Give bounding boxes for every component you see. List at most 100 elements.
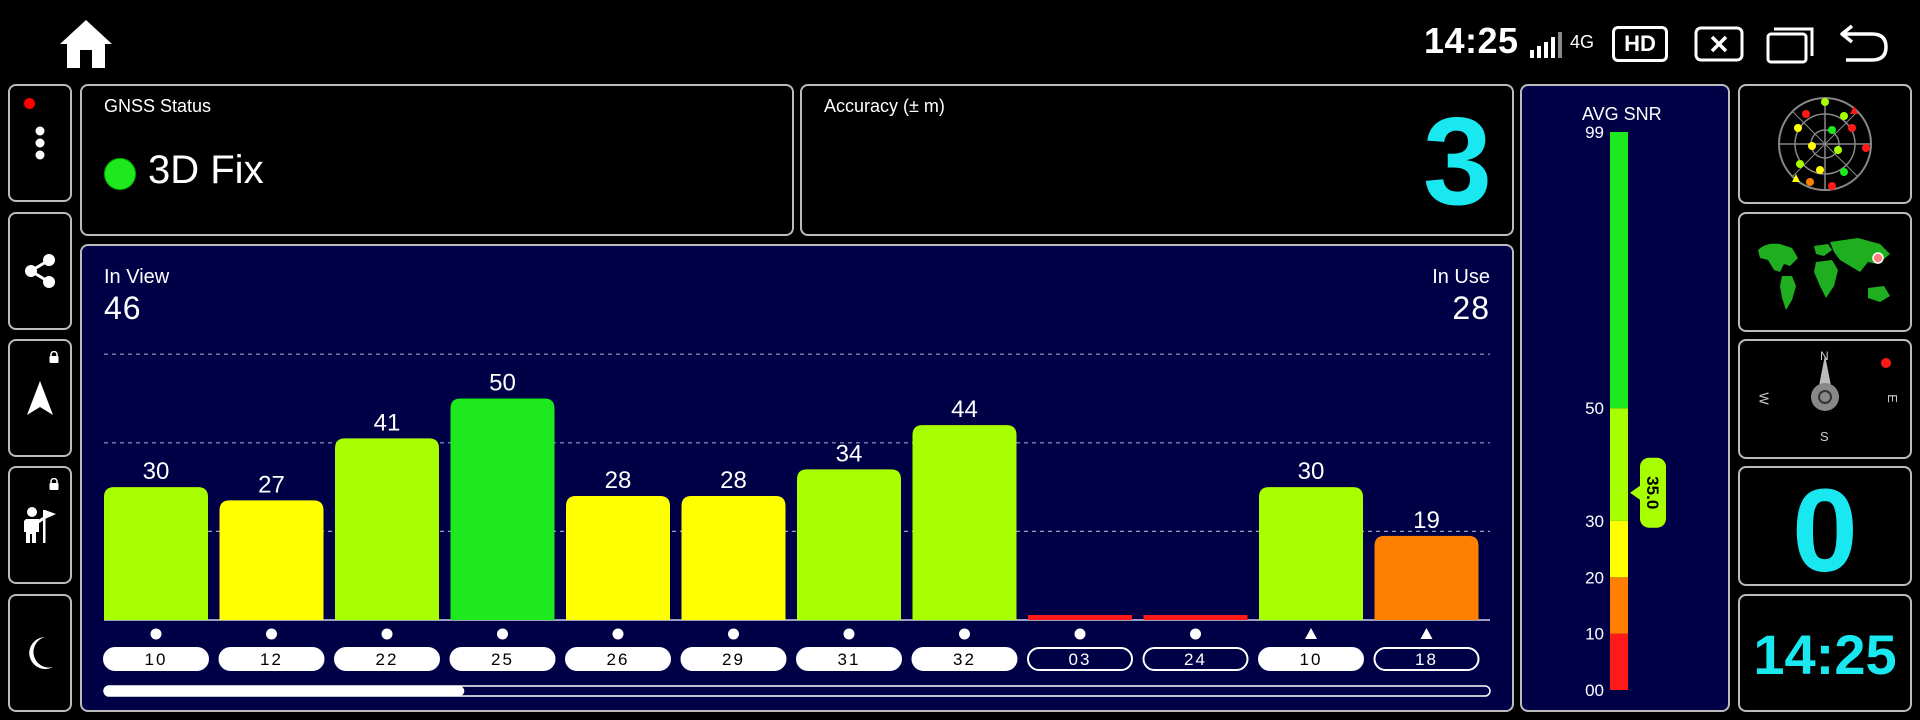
share-button[interactable]: [8, 212, 72, 330]
accuracy-panel[interactable]: Accuracy (± m) 3: [800, 84, 1514, 236]
share-icon: [25, 254, 55, 288]
recording-indicator: [24, 98, 35, 109]
snr-tick-label: 99: [1585, 123, 1604, 142]
satellite-snr-chart: 30 10 27 12 41 22 50 25 28 26 28 29 34 31 44 32 03 24 30 10…: [103, 353, 1491, 697]
constellation-triangle-icon: [1305, 628, 1317, 639]
snr-band: [1610, 408, 1628, 521]
snr-band: [1610, 577, 1628, 634]
compass-north-label: N: [1820, 349, 1829, 363]
speed-tile[interactable]: 0: [1738, 466, 1912, 586]
avg-snr-value: 35.0: [1643, 476, 1662, 509]
snr-bar: [219, 500, 324, 620]
compass-tile[interactable]: N S E W: [1738, 339, 1912, 459]
snr-tick-label: 30: [1585, 512, 1604, 531]
snr-band: [1610, 520, 1628, 578]
avg-snr-panel[interactable]: AVG SNR 99 50 30 20 10 00 35.0: [1520, 84, 1730, 712]
bar-value-label: 27: [258, 471, 285, 498]
satellite-id-pill[interactable]: [218, 647, 325, 671]
satellite-id-label: 18: [1415, 650, 1438, 669]
home-button[interactable]: [58, 18, 114, 70]
snr-bar: [681, 495, 786, 620]
compass-icon: [1811, 355, 1891, 411]
satellite-id-pill[interactable]: [680, 647, 787, 671]
multi-window-button[interactable]: [1766, 26, 1814, 64]
satellite-id-pill[interactable]: [911, 647, 1018, 671]
satellite-id-pill[interactable]: [1373, 647, 1480, 671]
satellite-id-pill[interactable]: [334, 647, 440, 671]
avg-snr-marker: 35.0: [1630, 457, 1666, 528]
bar-value-label: 28: [720, 467, 747, 494]
more-vertical-icon: [35, 126, 45, 160]
snr-bar: [912, 425, 1017, 620]
satellite-id-pill[interactable]: [565, 647, 671, 671]
satellite-signal-panel[interactable]: In View 46 In Use 28 30 10 27 12 41 22 50 25 28 2…: [80, 244, 1514, 712]
fix-status-indicator: [104, 158, 136, 190]
snr-bar: [1028, 615, 1132, 620]
satellite-id-label: 03: [1069, 650, 1092, 669]
constellation-circle-icon: [1190, 628, 1201, 640]
close-window-icon: [1694, 26, 1744, 62]
snr-bar: [797, 469, 901, 620]
multi-window-icon: [1766, 27, 1814, 64]
constellation-circle-icon: [150, 628, 162, 640]
satellite-id-pill[interactable]: [1258, 647, 1364, 671]
satellite-id-label: 10: [145, 650, 168, 669]
compass-south-label: S: [1820, 429, 1829, 444]
scroll-thumb[interactable]: [104, 686, 465, 696]
satellite-id-pill[interactable]: [103, 647, 209, 671]
satellite-id-label: 24: [1184, 650, 1207, 669]
satellite-id-pill[interactable]: [796, 647, 902, 671]
bar-value-label: 41: [374, 409, 401, 436]
bar-value-label: 50: [489, 370, 516, 397]
satellite-id-label: 26: [607, 650, 630, 669]
world-map-tile[interactable]: [1738, 212, 1912, 332]
sky-view-tile[interactable]: [1738, 84, 1912, 204]
night-mode-button[interactable]: [8, 594, 72, 712]
bar-value-label: 30: [1298, 458, 1325, 485]
back-button[interactable]: [1838, 20, 1890, 64]
hd-button[interactable]: HD: [1612, 26, 1668, 62]
moon-icon: [29, 637, 53, 669]
navigation-arrow-icon: [27, 381, 53, 415]
snr-bar: [1374, 535, 1479, 620]
satellite-id-label: 31: [838, 650, 861, 669]
close-window-button[interactable]: [1694, 26, 1744, 62]
satellite-id-label: 29: [722, 650, 745, 669]
lock-icon: [49, 478, 59, 490]
status-bar: [0, 0, 1920, 84]
in-use-count: 28: [1452, 290, 1490, 326]
satellite-id-label: 10: [1300, 650, 1323, 669]
snr-bar: [566, 495, 670, 620]
bar-value-label: 44: [951, 396, 978, 423]
compass-west-label: W: [1756, 392, 1772, 405]
back-arrow-icon: [1840, 24, 1888, 62]
satellite-id-pill[interactable]: [1027, 647, 1133, 671]
clock-time: 14:25: [1753, 623, 1897, 686]
lock-icon: [49, 351, 59, 363]
navigation-button[interactable]: [8, 339, 72, 457]
constellation-circle-icon: [843, 628, 855, 640]
snr-tick-label: 00: [1585, 681, 1604, 700]
world-map-icon: [1758, 238, 1890, 310]
snr-band: [1610, 132, 1628, 409]
gnss-status-panel[interactable]: GNSS Status 3D Fix: [80, 84, 794, 236]
in-use-label: In Use: [1432, 266, 1490, 288]
accuracy-value: 3: [1423, 93, 1492, 231]
clock-tile[interactable]: 14:25: [1738, 594, 1912, 712]
person-flag-icon: [24, 507, 56, 543]
menu-button[interactable]: [8, 84, 72, 202]
satellite-id-label: 22: [376, 650, 399, 669]
snr-tick-label: 20: [1585, 568, 1604, 587]
snr-bar: [104, 487, 208, 620]
guide-button[interactable]: [8, 466, 72, 584]
satellite-id-pill[interactable]: [1142, 647, 1249, 671]
constellation-circle-icon: [612, 628, 624, 640]
home-icon: [60, 20, 112, 68]
satellite-id-label: 32: [953, 650, 976, 669]
satellite-id-pill[interactable]: [449, 647, 556, 671]
sky-plot-icon: [1778, 97, 1872, 191]
constellation-circle-icon: [728, 628, 739, 640]
in-view-label: In View: [104, 266, 170, 288]
satellite-id-label: 25: [491, 650, 514, 669]
